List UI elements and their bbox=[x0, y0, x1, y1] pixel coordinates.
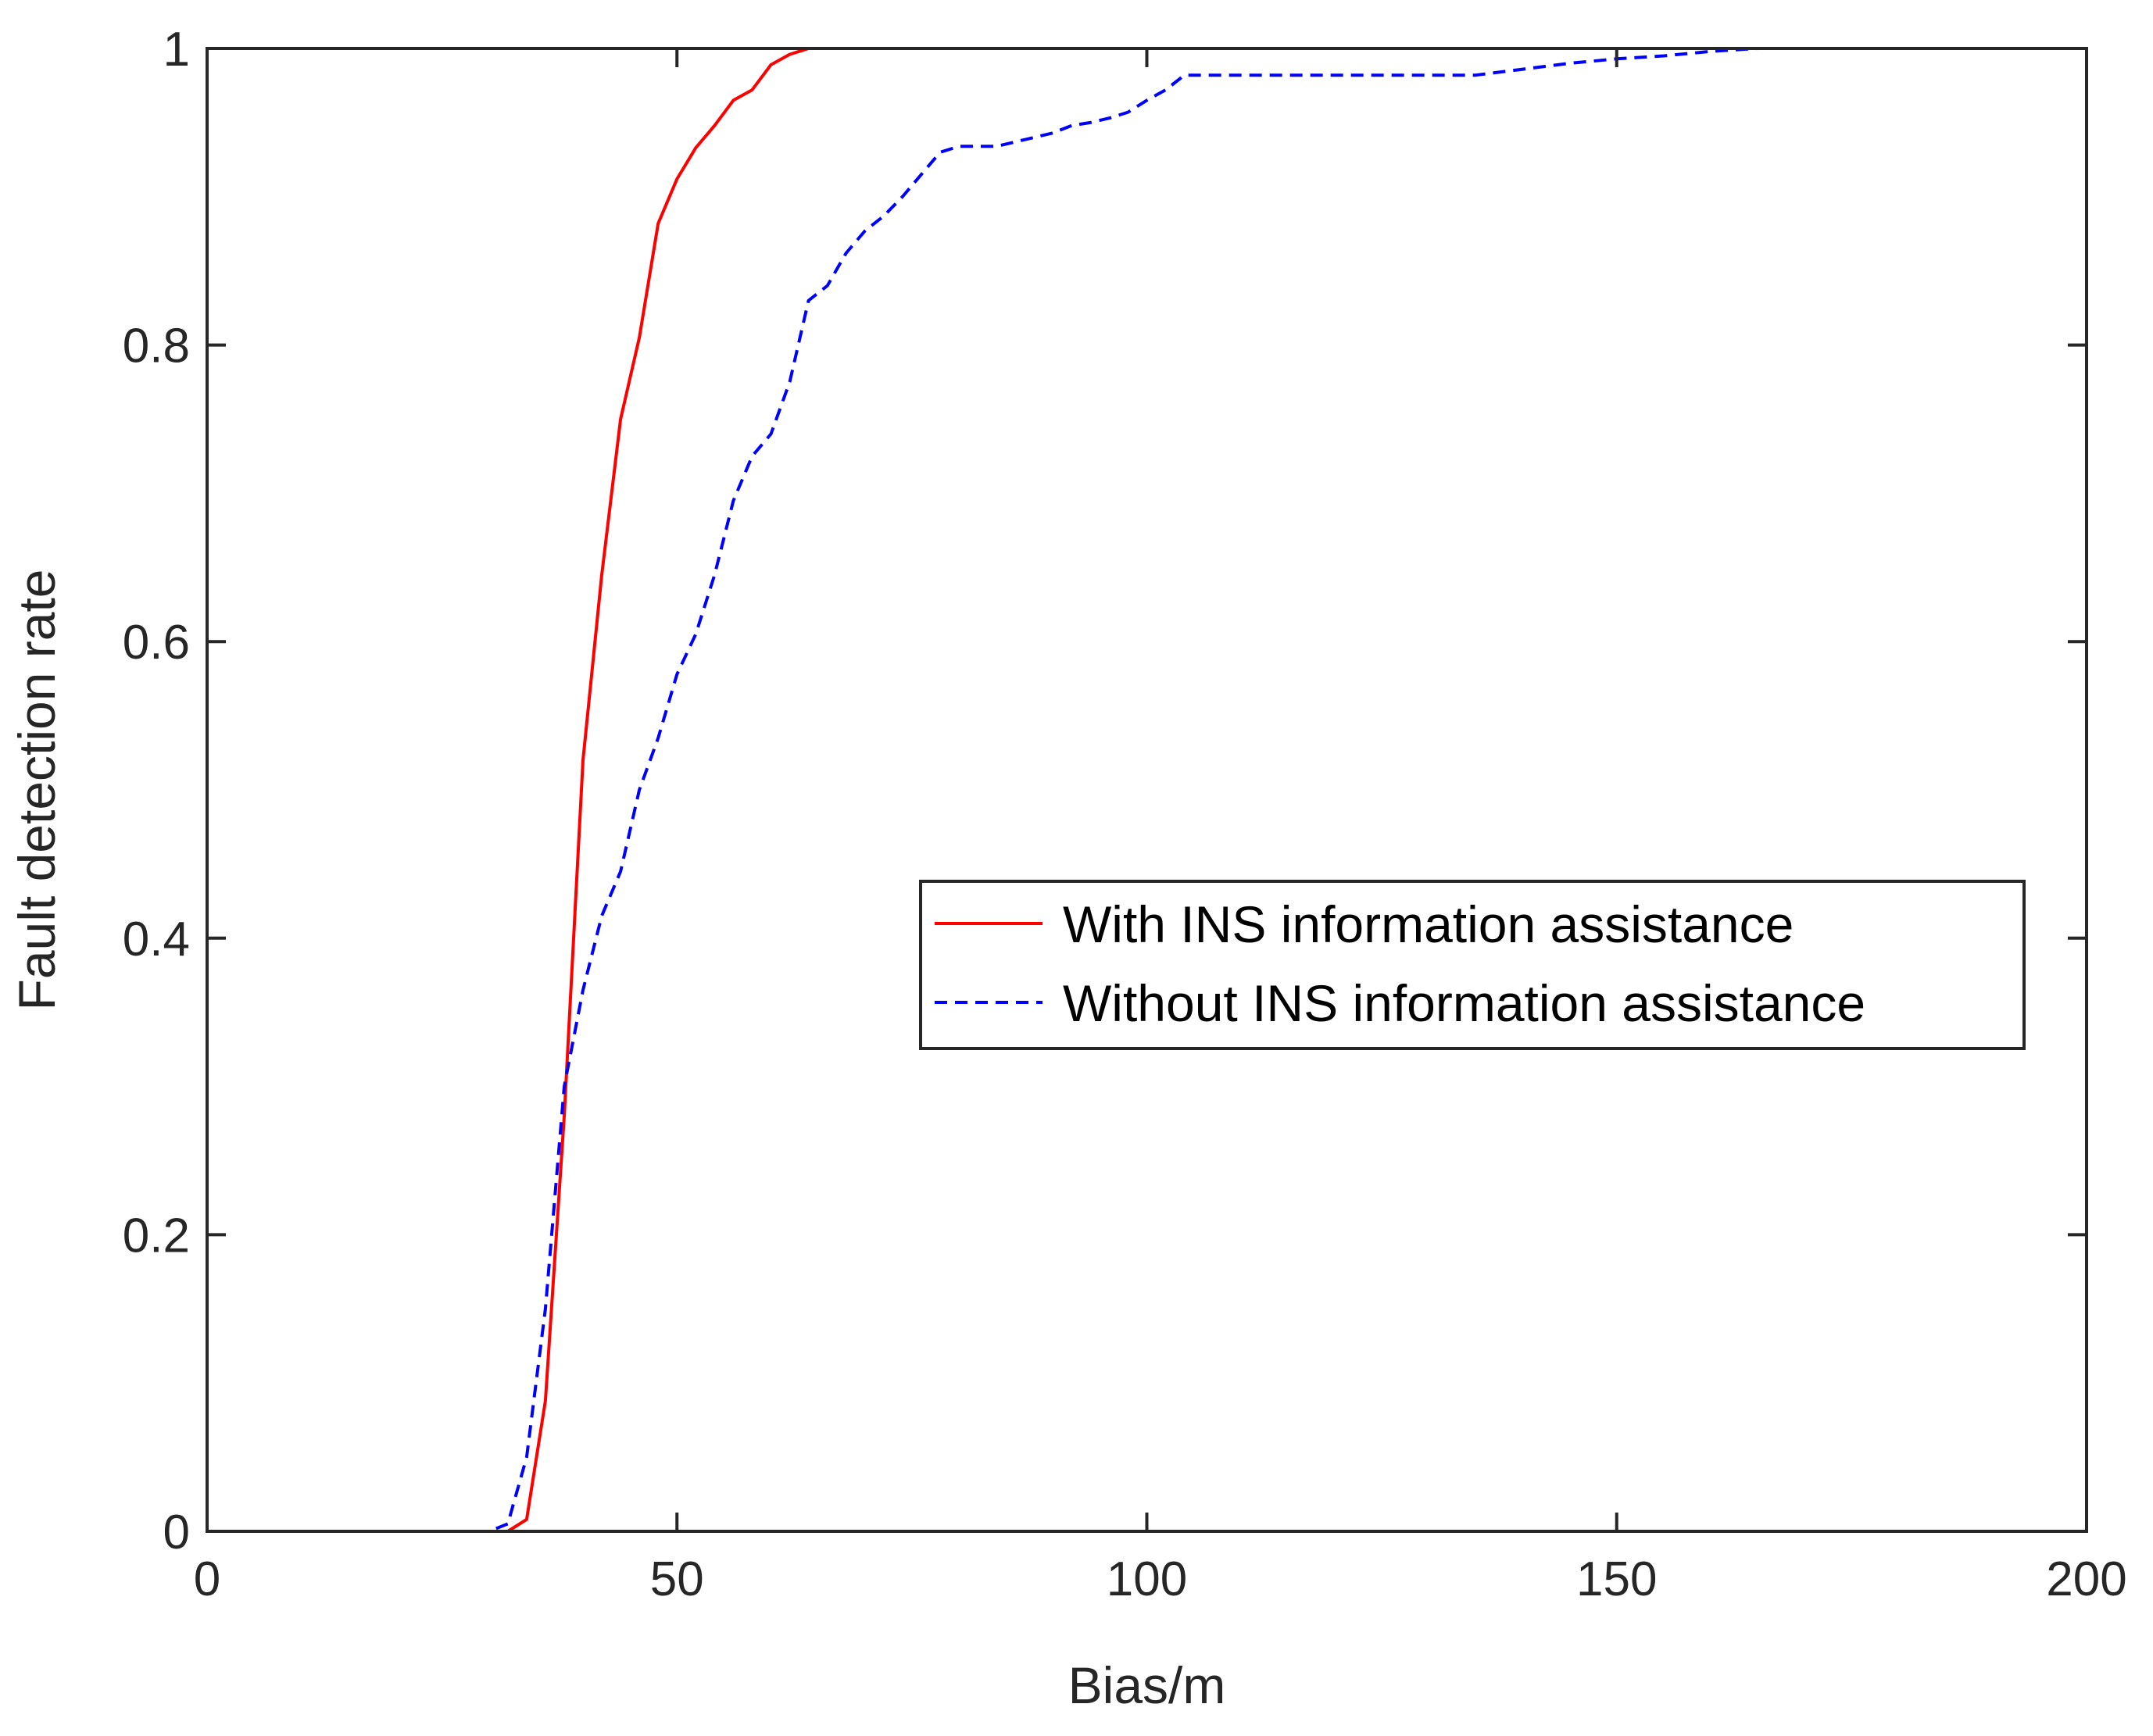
legend: With INS information assistance Without I… bbox=[919, 880, 2026, 1050]
y-tick-label: 0 bbox=[163, 1506, 190, 1559]
legend-box bbox=[919, 880, 2026, 1050]
x-tick-label: 150 bbox=[1576, 1552, 1657, 1606]
y-tick-label: 0.2 bbox=[123, 1209, 190, 1263]
y-axis-label: Fault detection rate bbox=[8, 570, 66, 1011]
legend-label: Without INS information assistance bbox=[1063, 974, 1865, 1032]
x-tick-label: 0 bbox=[194, 1552, 220, 1606]
x-tick-label: 100 bbox=[1107, 1552, 1187, 1606]
series-line-without-ins bbox=[395, 47, 2087, 1533]
y-tick-label: 0.8 bbox=[123, 320, 190, 373]
x-axis-label: Bias/m bbox=[1068, 1656, 1226, 1714]
legend-label: With INS information assistance bbox=[1063, 895, 1794, 953]
axes-layer: 0 50 100 150 200 0 0.2 0.4 0.6 0.8 1 bbox=[123, 23, 2127, 1606]
x-tick-label: 50 bbox=[650, 1552, 704, 1606]
y-tick-label: 0.4 bbox=[123, 913, 190, 966]
y-tick-label: 0.6 bbox=[123, 616, 190, 670]
x-tick-label: 200 bbox=[2046, 1552, 2126, 1606]
y-tick-label: 1 bbox=[163, 23, 190, 77]
